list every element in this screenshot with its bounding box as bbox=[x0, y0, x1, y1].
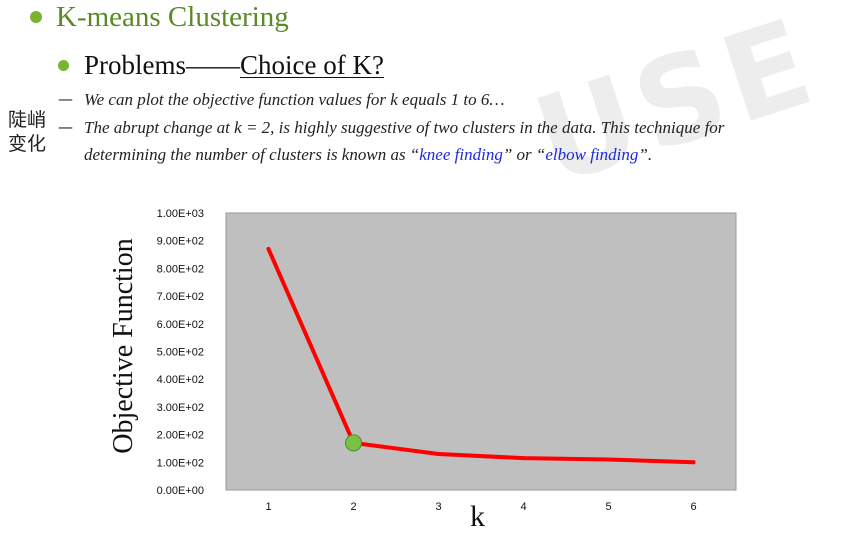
y-tick-label: 0.00E+00 bbox=[157, 485, 204, 497]
text-line-3-mid: ” or “ bbox=[502, 145, 546, 164]
y-tick-label: 1.00E+03 bbox=[157, 208, 204, 220]
y-tick-label: 4.00E+02 bbox=[157, 374, 204, 386]
x-tick-label: 1 bbox=[265, 501, 271, 513]
bullet-dot-icon bbox=[58, 59, 69, 71]
text-line-2: The abrupt change at k = 2, is highly su… bbox=[84, 118, 725, 137]
y-tick-label: 5.00E+02 bbox=[157, 347, 204, 359]
annotation-cn: 陡峭 变化 bbox=[8, 108, 46, 156]
text-line-3-start: determining the number of clusters is kn… bbox=[84, 145, 420, 164]
knee-finding-link[interactable]: knee finding bbox=[419, 145, 503, 164]
text-line-3-end: ”. bbox=[638, 145, 653, 164]
y-tick-label: 9.00E+02 bbox=[157, 236, 204, 248]
y-tick-label: 3.00E+02 bbox=[157, 402, 204, 414]
series-line bbox=[266, 247, 696, 465]
text-line-3: determining the number of clusters is kn… bbox=[84, 145, 652, 165]
elbow-finding-link[interactable]: elbow finding bbox=[545, 145, 639, 164]
data-point bbox=[691, 460, 696, 465]
subheading-link[interactable]: Choice of K? bbox=[240, 49, 384, 80]
data-point bbox=[521, 456, 526, 461]
y-axis-label: Objective Function bbox=[108, 238, 139, 454]
subheading-bullet: Problems——Choice of K? bbox=[58, 48, 384, 82]
annotation-cn-line: 陡峭 bbox=[8, 109, 47, 131]
y-tick-label: 8.00E+02 bbox=[157, 263, 204, 275]
data-point bbox=[606, 457, 611, 462]
x-tick-label: 3 bbox=[435, 501, 441, 513]
x-tick-label: 2 bbox=[350, 501, 356, 513]
x-tick-label: 5 bbox=[605, 501, 611, 513]
slide-title: K-means Clustering bbox=[56, 0, 289, 33]
x-axis-label: k bbox=[470, 500, 485, 533]
bullet-dot-icon bbox=[30, 11, 42, 23]
subheading-prefix: Problems—— bbox=[84, 49, 241, 80]
text-line-1: We can plot the objective function value… bbox=[84, 90, 505, 109]
y-tick-label: 1.00E+02 bbox=[157, 457, 204, 469]
elbow-point-marker bbox=[345, 434, 362, 452]
dash-marker: — bbox=[58, 90, 73, 108]
x-tick-label: 6 bbox=[690, 501, 696, 513]
title-bullet: K-means Clustering bbox=[30, 0, 289, 34]
dash-marker: — bbox=[58, 118, 73, 136]
subheading: Problems——Choice of K? bbox=[84, 50, 384, 81]
data-point bbox=[266, 247, 271, 252]
plot-area bbox=[225, 212, 737, 491]
annotation-cn-line: 变化 bbox=[8, 133, 47, 155]
x-tick-label: 4 bbox=[520, 501, 526, 513]
data-point bbox=[436, 451, 441, 456]
y-tick-label: 2.00E+02 bbox=[157, 430, 204, 442]
y-tick-label: 7.00E+02 bbox=[157, 291, 204, 303]
y-tick-label: 6.00E+02 bbox=[157, 319, 204, 331]
